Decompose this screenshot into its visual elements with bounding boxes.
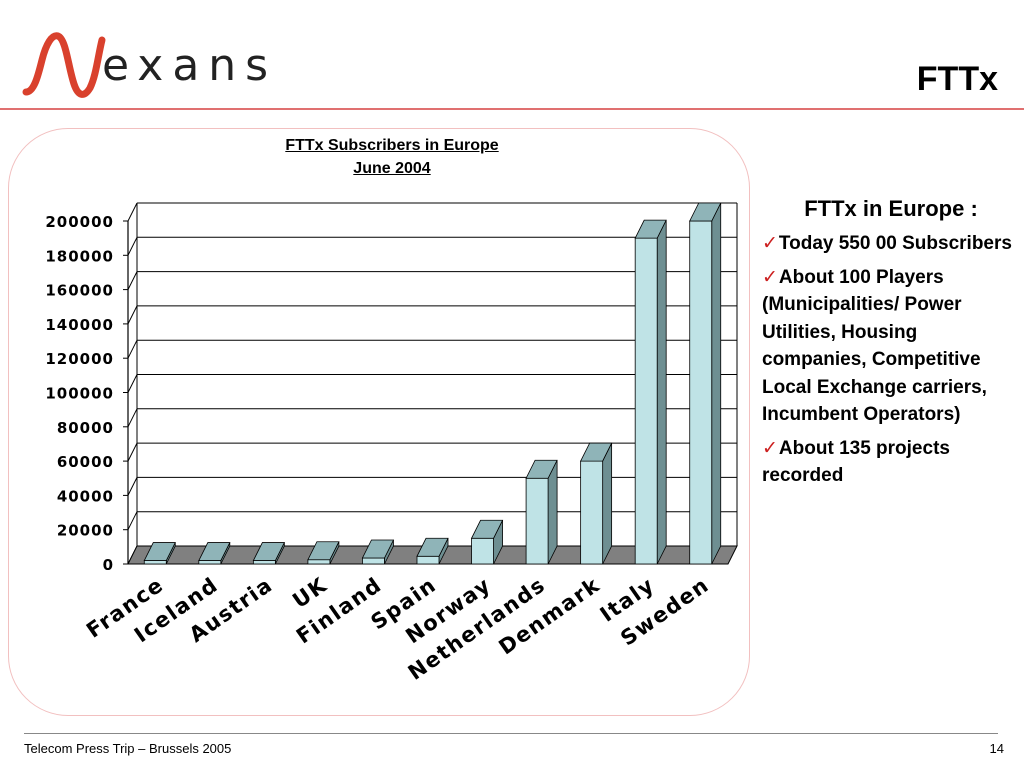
title-divider bbox=[0, 108, 1024, 110]
bar-iceland bbox=[198, 560, 222, 565]
y-tick-label: 120000 bbox=[45, 350, 114, 368]
y-tick-label: 60000 bbox=[57, 453, 114, 471]
bar-top-iceland bbox=[198, 542, 231, 561]
check-icon: ✓ bbox=[762, 266, 778, 288]
logo-text: exans bbox=[102, 40, 278, 91]
check-icon: ✓ bbox=[762, 233, 778, 254]
bar-top-netherlands bbox=[525, 459, 558, 479]
y-tick-label: 180000 bbox=[45, 247, 114, 265]
gridline-depth bbox=[127, 408, 138, 428]
bar-top-norway bbox=[470, 519, 504, 539]
bar-top-finland bbox=[361, 539, 395, 559]
bar-finland bbox=[362, 557, 385, 565]
bar-top-austria bbox=[252, 542, 286, 561]
gridline-depth bbox=[127, 271, 138, 290]
y-tick-label: 200000 bbox=[45, 213, 114, 231]
slide-title: FTTx bbox=[916, 60, 998, 98]
bar-spain bbox=[416, 555, 440, 565]
side-heading: FTTx in Europe : bbox=[804, 196, 978, 221]
bar-italy bbox=[634, 237, 658, 565]
bar-netherlands bbox=[525, 477, 549, 565]
nexans-logo-mark bbox=[22, 32, 106, 98]
bar-austria bbox=[252, 560, 276, 565]
y-tick-label: 160000 bbox=[45, 282, 114, 300]
gridline-depth bbox=[127, 339, 138, 359]
gridline-depth bbox=[127, 442, 138, 462]
nexans-logo bbox=[20, 26, 270, 106]
side-bullet-list: ✓Today 550 00 Subscribers ✓About 100 Pla… bbox=[762, 230, 1020, 490]
chart-title: FTTx Subscribers in Europe bbox=[285, 137, 499, 154]
bullet-item-players: ✓About 100 Players (Municipalities/ Powe… bbox=[762, 266, 987, 426]
y-tick-label: 140000 bbox=[45, 316, 114, 334]
bar-side-denmark bbox=[602, 442, 613, 565]
gridline-depth bbox=[127, 237, 138, 256]
y-tick-label: 40000 bbox=[57, 487, 114, 505]
bar-top-sweden bbox=[689, 202, 722, 222]
bar-denmark bbox=[580, 460, 604, 565]
y-tick-label: 100000 bbox=[45, 385, 114, 403]
gridline-depth bbox=[127, 305, 138, 325]
bar-uk bbox=[307, 559, 331, 565]
bullet-item-subscribers: ✓Today 550 00 Subscribers bbox=[762, 233, 1012, 254]
bar-top-spain bbox=[416, 537, 449, 557]
bullet-item-projects: ✓About 135 projects recorded bbox=[762, 437, 950, 487]
bar-top-italy bbox=[634, 219, 667, 239]
chart-subtitle: June 2004 bbox=[353, 160, 431, 177]
chart-frame bbox=[8, 128, 750, 716]
bar-sweden bbox=[689, 220, 713, 565]
bar-top-denmark bbox=[579, 442, 613, 462]
gridline-depth bbox=[127, 511, 138, 530]
bar-side-sweden bbox=[711, 202, 722, 565]
check-icon: ✓ bbox=[762, 437, 778, 459]
y-tick-label: 20000 bbox=[57, 522, 114, 540]
side-panel: FTTx in Europe : ✓Today 550 00 Subscribe… bbox=[762, 196, 1020, 496]
page-number: 14 bbox=[989, 741, 1004, 756]
bar-norway bbox=[471, 537, 494, 565]
footer-divider bbox=[24, 733, 998, 734]
footer-text: Telecom Press Trip – Brussels 2005 bbox=[24, 741, 232, 756]
y-tick-label: 0 bbox=[103, 556, 114, 574]
bar-top-france bbox=[143, 542, 176, 561]
bar-france bbox=[143, 560, 167, 565]
gridline-depth bbox=[127, 374, 138, 393]
bar-side-italy bbox=[656, 219, 667, 565]
gridline-depth bbox=[127, 477, 138, 496]
bar-top-uk bbox=[307, 541, 340, 561]
y-tick-label: 80000 bbox=[57, 419, 114, 437]
gridline-depth bbox=[127, 202, 138, 222]
